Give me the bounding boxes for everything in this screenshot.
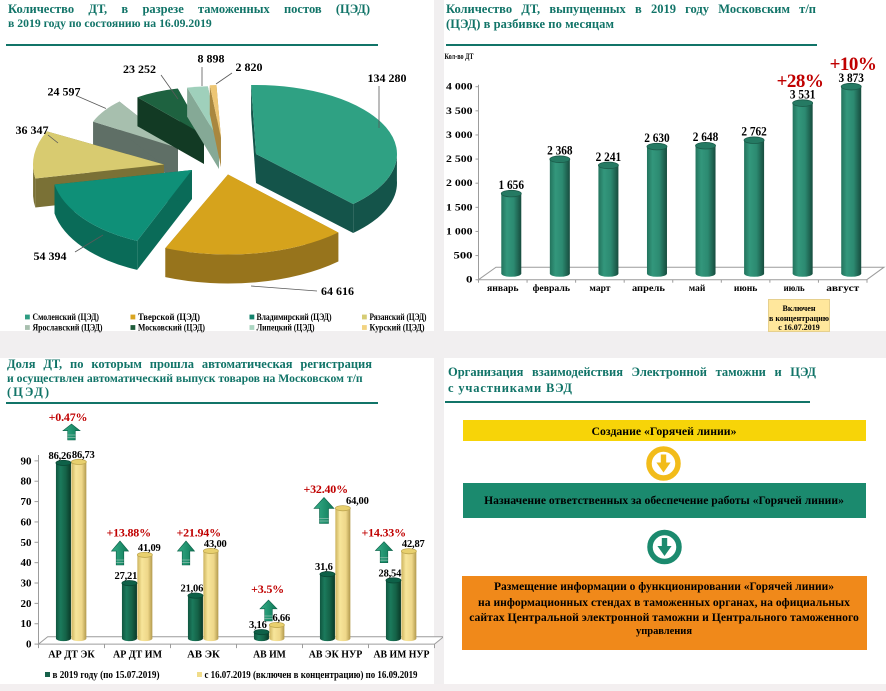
svg-text:январь: январь — [487, 283, 519, 293]
svg-text:февраль: февраль — [533, 283, 571, 293]
svg-text:80: 80 — [21, 476, 33, 488]
svg-text:27,21: 27,21 — [115, 571, 138, 582]
svg-text:2 241: 2 241 — [596, 150, 622, 164]
svg-text:90: 90 — [21, 455, 33, 467]
svg-text:АВ ЭК: АВ ЭК — [187, 650, 220, 661]
svg-text:0: 0 — [466, 275, 473, 285]
svg-text:31,6: 31,6 — [315, 562, 333, 573]
svg-text:10: 10 — [21, 618, 33, 630]
svg-text:+14.33%: +14.33% — [361, 526, 405, 540]
svg-text:Курский (ЦЭД): Курский (ЦЭД) — [370, 323, 425, 333]
svg-text:Ярославский (ЦЭД): Ярославский (ЦЭД) — [33, 323, 103, 333]
svg-text:70: 70 — [21, 496, 33, 508]
svg-text:60: 60 — [21, 516, 33, 528]
svg-text:АВ ИМ: АВ ИМ — [253, 650, 286, 661]
svg-text:в 2019 году (по 15.07.2019): в 2019 году (по 15.07.2019) — [53, 670, 160, 681]
svg-text:2 368: 2 368 — [547, 144, 573, 158]
svg-text:Московский (ЦЭД): Московский (ЦЭД) — [138, 323, 205, 333]
svg-text:134 280: 134 280 — [368, 71, 407, 85]
svg-text:+13.88%: +13.88% — [106, 526, 150, 540]
svg-text:21,06: 21,06 — [181, 584, 204, 595]
svg-text:86,73: 86,73 — [72, 450, 95, 461]
svg-text:Рязанский (ЦЭД): Рязанский (ЦЭД) — [370, 312, 427, 322]
svg-text:+21.94%: +21.94% — [176, 526, 220, 540]
svg-text:1 656: 1 656 — [499, 178, 525, 192]
svg-text:50: 50 — [21, 537, 33, 549]
svg-text:Тверской (ЦЭД): Тверской (ЦЭД) — [138, 312, 200, 322]
svg-text:86,26: 86,26 — [49, 451, 72, 462]
svg-text:23 252: 23 252 — [123, 62, 156, 76]
svg-text:2 630: 2 630 — [644, 131, 670, 145]
svg-text:3 873: 3 873 — [838, 71, 864, 85]
svg-text:2 648: 2 648 — [693, 130, 719, 144]
svg-text:АР ДТ ИМ: АР ДТ ИМ — [113, 650, 162, 661]
svg-text:1 000: 1 000 — [446, 226, 473, 236]
svg-text:64,00: 64,00 — [346, 496, 369, 507]
svg-text:АР ДТ ЭК: АР ДТ ЭК — [48, 650, 95, 661]
svg-text:+32.40%: +32.40% — [303, 482, 347, 496]
svg-text:30: 30 — [21, 578, 33, 590]
svg-text:20: 20 — [21, 598, 33, 610]
svg-text:500: 500 — [454, 251, 474, 261]
svg-text:Кол-во ДТ: Кол-во ДТ — [445, 51, 474, 61]
svg-text:54 394: 54 394 — [34, 249, 67, 263]
svg-text:Липецкий (ЦЭД): Липецкий (ЦЭД) — [257, 323, 315, 333]
svg-text:+3.5%: +3.5% — [251, 582, 284, 596]
svg-text:3 500: 3 500 — [446, 106, 473, 116]
svg-text:3 000: 3 000 — [446, 130, 473, 140]
svg-text:апрель: апрель — [632, 283, 665, 293]
svg-text:2 000: 2 000 — [446, 178, 473, 188]
svg-text:АВ ЭК НУР: АВ ЭК НУР — [309, 650, 363, 661]
svg-text:март: март — [589, 283, 611, 293]
svg-text:43,00: 43,00 — [204, 539, 227, 550]
svg-text:+10%: +10% — [830, 54, 877, 75]
svg-text:Смоленский (ЦЭД): Смоленский (ЦЭД) — [33, 312, 100, 322]
svg-text:4 000: 4 000 — [446, 82, 473, 92]
svg-text:май: май — [689, 283, 706, 293]
svg-text:8 898: 8 898 — [198, 52, 225, 66]
svg-text:2 820: 2 820 — [236, 60, 263, 74]
svg-text:6,66: 6,66 — [272, 613, 290, 624]
svg-text:1 500: 1 500 — [446, 202, 473, 212]
svg-text:42,87: 42,87 — [402, 539, 425, 550]
svg-text:0: 0 — [26, 639, 32, 651]
svg-text:64 616: 64 616 — [321, 284, 354, 298]
svg-text:28,54: 28,54 — [379, 568, 403, 579]
svg-text:40: 40 — [21, 557, 33, 569]
svg-text:+0.47%: +0.47% — [49, 410, 88, 424]
svg-text:24 597: 24 597 — [48, 85, 81, 99]
svg-text:2 500: 2 500 — [446, 154, 473, 164]
svg-text:июнь: июнь — [734, 283, 758, 293]
svg-text:2 762: 2 762 — [741, 125, 767, 139]
svg-text:3,16: 3,16 — [249, 620, 267, 631]
svg-text:Владимирский (ЦЭД): Владимирский (ЦЭД) — [257, 312, 332, 322]
svg-text:июль: июль — [784, 283, 805, 293]
svg-text:36 347: 36 347 — [16, 123, 49, 137]
svg-text:+28%: +28% — [777, 71, 824, 92]
svg-text:АВ ИМ НУР: АВ ИМ НУР — [374, 650, 431, 661]
svg-text:с 16.07.2019 (включен в концен: с 16.07.2019 (включен в концентрацию) по… — [205, 670, 418, 681]
svg-text:3 531: 3 531 — [790, 88, 816, 102]
svg-text:41,09: 41,09 — [138, 543, 161, 554]
svg-text:август: август — [826, 283, 860, 293]
